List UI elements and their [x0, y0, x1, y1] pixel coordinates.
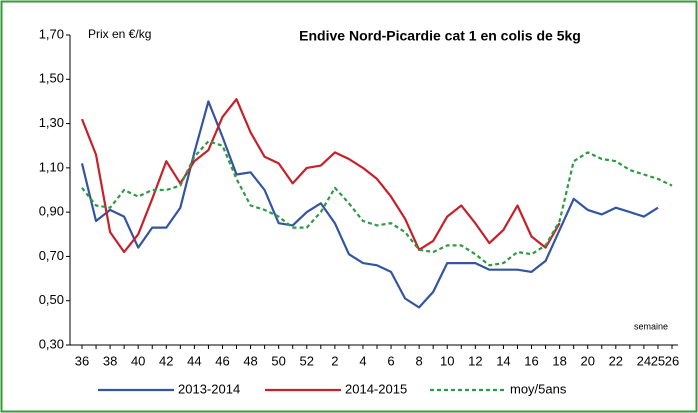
- series-line: [81, 140, 673, 267]
- x-tick-label: 42: [159, 353, 173, 368]
- x-tick-label: 18: [552, 353, 566, 368]
- x-tick-label: 44: [187, 353, 201, 368]
- x-tick-label: 4: [359, 353, 366, 368]
- y-tick-label: 0,50: [39, 292, 64, 307]
- x-tick-label: 52: [300, 353, 314, 368]
- y-tick-label: 1,10: [39, 159, 64, 174]
- legend-label: 2014-2015: [345, 381, 407, 396]
- y-tick-label: 1,50: [39, 71, 64, 86]
- x-tick-label: 38: [103, 353, 117, 368]
- x-tick-label: 40: [131, 353, 145, 368]
- legend-label: moy/5ans: [510, 381, 567, 396]
- x-tick-label: 10: [440, 353, 454, 368]
- x-tick-label: 26: [665, 353, 679, 368]
- y-tick-label: 0,70: [39, 248, 64, 263]
- series-line: [80, 100, 659, 309]
- legend-label: 2013-2014: [178, 381, 240, 396]
- x-tick-label: 48: [243, 353, 257, 368]
- x-tick-label: 6: [387, 353, 394, 368]
- x-axis-label: semaine: [634, 321, 668, 331]
- y-tick-label: 1,30: [39, 115, 64, 130]
- x-tick-label: 20: [580, 353, 594, 368]
- x-tick-label: 12: [468, 353, 482, 368]
- x-tick-label: 46: [215, 353, 229, 368]
- x-tick-label: 22: [609, 353, 623, 368]
- x-tick-label: 36: [75, 353, 89, 368]
- x-tick-label: 8: [416, 353, 423, 368]
- x-tick-label: 16: [524, 353, 538, 368]
- x-tick-label: 25: [651, 353, 665, 368]
- x-tick-label: 2: [331, 353, 338, 368]
- series-line: [80, 98, 561, 254]
- chart-title: Endive Nord-Picardie cat 1 en colis de 5…: [299, 28, 581, 44]
- x-tick-label: 50: [271, 353, 285, 368]
- x-tick-label: 14: [496, 353, 510, 368]
- y-tick-label: 1,70: [39, 26, 64, 41]
- x-tick-label: 24: [637, 353, 651, 368]
- y-tick-label: 0,90: [39, 204, 64, 219]
- y-tick-label: 0,30: [39, 336, 64, 351]
- y-axis-label: Prix en €/kg: [88, 27, 151, 41]
